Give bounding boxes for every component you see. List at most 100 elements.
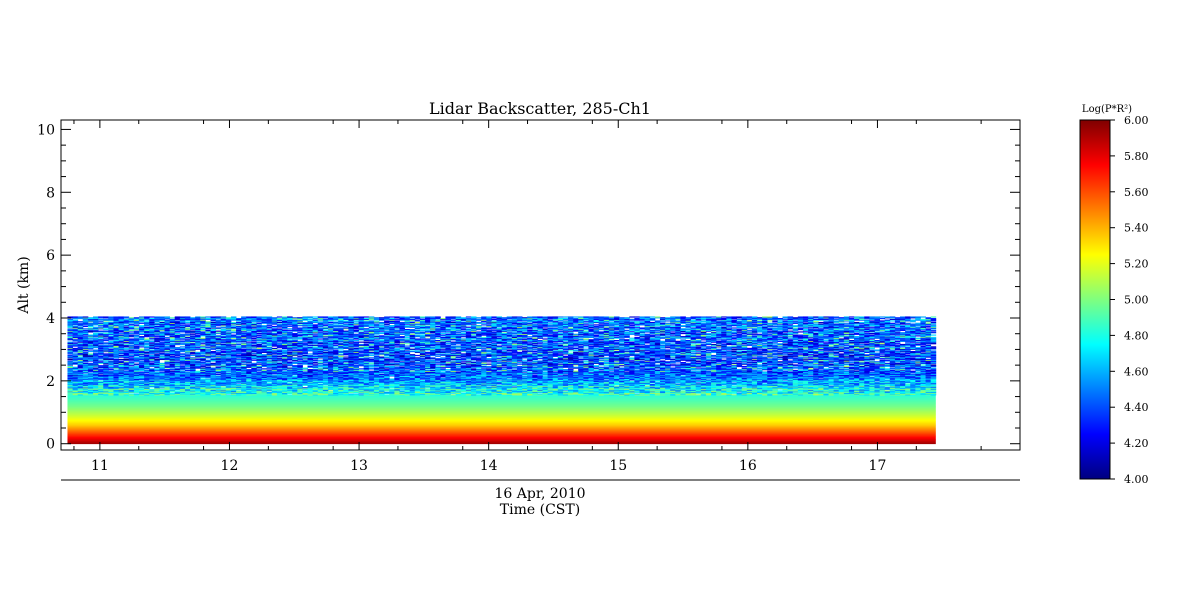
backscatter-cell [368, 387, 375, 390]
backscatter-cell [568, 392, 574, 394]
backscatter-cell [746, 393, 753, 395]
backscatter-cell [108, 391, 114, 394]
backscatter-cell [169, 394, 176, 396]
backscatter-cell [542, 392, 548, 394]
backscatter-cell [700, 387, 707, 389]
backscatter-cell [843, 391, 850, 393]
backscatter-cell [225, 390, 232, 392]
backscatter-cell [179, 388, 186, 390]
backscatter-cell [389, 378, 395, 380]
backscatter-cell [481, 391, 487, 393]
backscatter-cell [838, 391, 845, 393]
backscatter-cell [128, 391, 135, 393]
backscatter-cell [910, 390, 916, 392]
backscatter-cell [67, 393, 73, 395]
backscatter-cell [900, 387, 906, 389]
backscatter-cell [557, 376, 564, 378]
backscatter-cell [675, 390, 681, 392]
backscatter-cell [430, 386, 436, 388]
backscatter-cell [169, 393, 176, 395]
backscatter-cell [465, 387, 472, 389]
backscatter-band [67, 429, 936, 431]
backscatter-cell [486, 391, 492, 394]
backscatter-cell [756, 391, 763, 393]
backscatter-cell [869, 385, 875, 387]
backscatter-cell [900, 390, 906, 392]
backscatter-cell [230, 394, 237, 396]
backscatter-cell [787, 386, 794, 388]
backscatter-cell [905, 392, 911, 394]
backscatter-cell [889, 387, 896, 389]
backscatter-cell [470, 394, 477, 396]
backscatter-cell [287, 389, 293, 391]
backscatter-cell [659, 392, 666, 394]
backscatter-cell [445, 390, 451, 392]
backscatter-cell [496, 391, 503, 394]
backscatter-cell [910, 386, 916, 388]
backscatter-cell [322, 392, 329, 394]
backscatter-cell [190, 391, 196, 394]
backscatter-cell [506, 385, 513, 387]
backscatter-cell [557, 392, 564, 394]
backscatter-cell [756, 385, 763, 387]
backscatter-cell [302, 393, 308, 395]
backscatter-cell [327, 388, 334, 390]
backscatter-cell [808, 386, 814, 388]
backscatter-cell [200, 390, 206, 392]
backscatter-cell [373, 385, 380, 387]
backscatter-cell [394, 387, 400, 389]
backscatter-cell [460, 389, 467, 391]
backscatter-band [67, 421, 936, 423]
backscatter-cell [491, 385, 497, 387]
backscatter-cell [200, 391, 206, 394]
backscatter-cell [430, 394, 436, 396]
backscatter-cell [695, 382, 702, 384]
backscatter-cell [108, 390, 114, 392]
backscatter-cell [613, 389, 620, 391]
backscatter-cell [363, 388, 370, 390]
backscatter-cell [608, 389, 615, 391]
backscatter-cell [828, 388, 835, 390]
backscatter-cell [889, 391, 896, 394]
backscatter-cell [343, 386, 349, 388]
backscatter-cell [568, 394, 574, 396]
backscatter-cell [67, 392, 73, 394]
backscatter-cell [455, 392, 462, 394]
backscatter-cell [302, 394, 308, 396]
backscatter-cell [113, 387, 119, 389]
backscatter-cell [404, 387, 411, 389]
backscatter-cell [384, 390, 390, 392]
backscatter-cell [348, 394, 354, 396]
backscatter-cell [532, 391, 538, 393]
backscatter-cell [915, 394, 921, 396]
backscatter-band [67, 442, 936, 445]
backscatter-cell [338, 386, 344, 388]
backscatter-cell [716, 387, 722, 390]
backscatter-cell [419, 380, 426, 382]
backscatter-cell [348, 391, 354, 394]
backscatter-cell [562, 385, 569, 387]
backscatter-cell [915, 386, 921, 388]
backscatter-cell [98, 389, 104, 391]
backscatter-cell [72, 387, 79, 389]
backscatter-cell [711, 386, 717, 388]
backscatter-cell [241, 391, 247, 394]
backscatter-cell [889, 390, 896, 392]
backscatter-cell [470, 393, 477, 395]
backscatter-cell [818, 391, 824, 393]
backscatter-cell [251, 389, 257, 391]
backscatter-cell [409, 385, 416, 387]
backscatter-cell [276, 393, 283, 395]
backscatter-cell [261, 393, 268, 395]
backscatter-cell [884, 391, 891, 393]
backscatter-cell [353, 385, 360, 387]
backscatter-cell [138, 392, 145, 394]
backscatter-cell [128, 394, 135, 396]
backscatter-cell [93, 391, 99, 393]
backscatter-cell [522, 388, 528, 390]
backscatter-cell [333, 387, 339, 390]
backscatter-cell [848, 389, 855, 391]
backscatter-cell [654, 385, 661, 387]
backscatter-cell [772, 387, 778, 390]
backscatter-cell [792, 391, 799, 393]
